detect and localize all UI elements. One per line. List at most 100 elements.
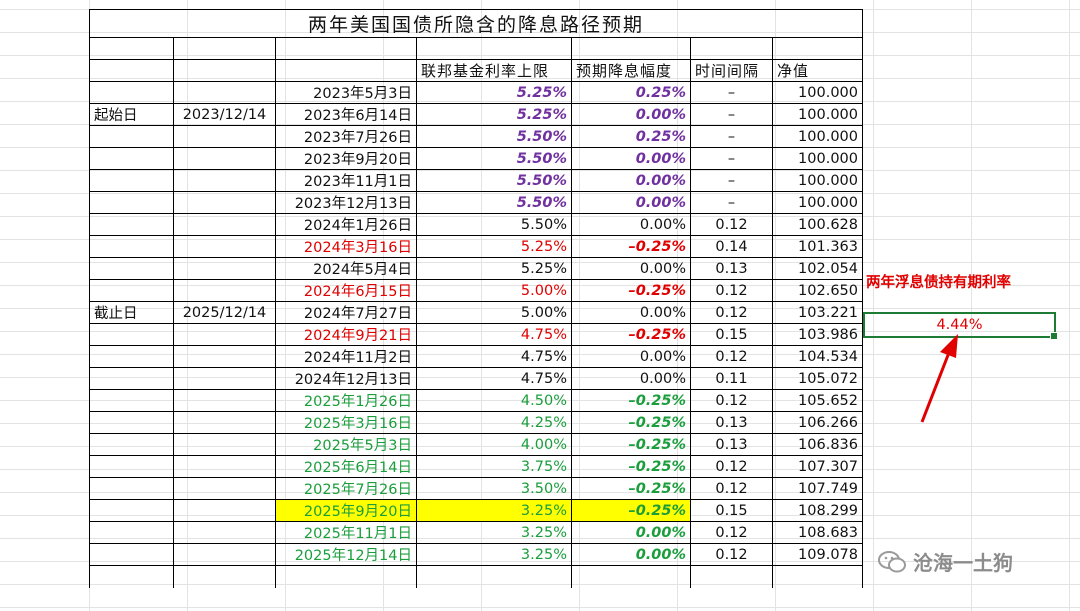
rate-cell[interactable]: 5.50% — [416, 191, 572, 214]
date-cell[interactable]: 2025年12月14日 — [275, 543, 417, 566]
net-value-cell[interactable]: 100.000 — [772, 147, 863, 170]
date-cell[interactable]: 2024年5月4日 — [275, 257, 417, 280]
net-value-cell[interactable]: 105.072 — [772, 367, 863, 390]
interval-cell[interactable]: – — [690, 191, 773, 214]
expected-cut-cell[interactable]: 0.00% — [571, 521, 691, 544]
cell[interactable] — [772, 565, 863, 588]
expected-cut-cell[interactable]: 0.25% — [571, 125, 691, 148]
rate-cell[interactable]: 4.25% — [416, 411, 572, 434]
cell[interactable] — [89, 477, 174, 500]
net-value-cell[interactable]: 106.266 — [772, 411, 863, 434]
date-cell[interactable]: 2024年12月13日 — [275, 367, 417, 390]
date-cell[interactable]: 2023年7月26日 — [275, 125, 417, 148]
cell[interactable] — [275, 59, 417, 82]
date-cell[interactable]: 2023年9月20日 — [275, 147, 417, 170]
net-value-cell[interactable]: 107.749 — [772, 477, 863, 500]
cell[interactable] — [173, 543, 276, 566]
date-cell[interactable]: 2023年11月1日 — [275, 169, 417, 192]
interval-cell[interactable]: 0.14 — [690, 235, 773, 258]
rate-cell[interactable]: 5.25% — [416, 235, 572, 258]
cell[interactable] — [173, 279, 276, 302]
cell[interactable] — [89, 257, 174, 280]
cell[interactable] — [173, 499, 276, 522]
rate-cell[interactable]: 5.50% — [416, 125, 572, 148]
interval-cell[interactable]: 0.12 — [690, 389, 773, 412]
rate-cell[interactable]: 3.50% — [416, 477, 572, 500]
cell[interactable] — [772, 37, 863, 60]
interval-cell[interactable]: – — [690, 147, 773, 170]
expected-cut-cell[interactable]: 0.00% — [571, 213, 691, 236]
interval-cell[interactable]: 0.12 — [690, 345, 773, 368]
interval-cell[interactable]: – — [690, 81, 773, 104]
date-cell[interactable]: 2024年1月26日 — [275, 213, 417, 236]
header-interval[interactable]: 时间间隔 — [690, 59, 773, 82]
cell[interactable] — [173, 367, 276, 390]
date-cell[interactable]: 2024年3月16日 — [275, 235, 417, 258]
cell[interactable] — [89, 191, 174, 214]
expected-cut-cell[interactable]: –0.25% — [571, 477, 691, 500]
cell[interactable] — [89, 543, 174, 566]
interval-cell[interactable]: 0.12 — [690, 301, 773, 324]
cell[interactable] — [173, 345, 276, 368]
expected-cut-cell[interactable]: 0.00% — [571, 103, 691, 126]
expected-cut-cell[interactable]: –0.25% — [571, 235, 691, 258]
cell[interactable] — [173, 125, 276, 148]
interval-cell[interactable]: 0.13 — [690, 257, 773, 280]
cell[interactable] — [173, 411, 276, 434]
holding-rate-cell[interactable]: 4.44% — [863, 312, 1058, 340]
net-value-cell[interactable]: 108.299 — [772, 499, 863, 522]
date-cell[interactable]: 2025年11月1日 — [275, 521, 417, 544]
cell[interactable] — [173, 521, 276, 544]
cell[interactable] — [173, 565, 276, 588]
cell[interactable] — [173, 455, 276, 478]
net-value-cell[interactable]: 102.650 — [772, 279, 863, 302]
expected-cut-cell[interactable]: 0.00% — [571, 543, 691, 566]
net-value-cell[interactable]: 100.628 — [772, 213, 863, 236]
date-cell[interactable]: 2024年6月15日 — [275, 279, 417, 302]
date-cell[interactable]: 2025年9月20日 — [275, 499, 417, 522]
net-value-cell[interactable]: 100.000 — [772, 191, 863, 214]
rate-cell[interactable]: 5.00% — [416, 279, 572, 302]
expected-cut-cell[interactable]: 0.00% — [571, 345, 691, 368]
fill-handle[interactable] — [1050, 332, 1058, 340]
interval-cell[interactable]: – — [690, 103, 773, 126]
cell[interactable] — [89, 147, 174, 170]
cell[interactable] — [89, 81, 174, 104]
rate-cell[interactable]: 5.50% — [416, 169, 572, 192]
cell[interactable] — [416, 37, 572, 60]
net-value-cell[interactable]: 101.363 — [772, 235, 863, 258]
expected-cut-cell[interactable]: –0.25% — [571, 455, 691, 478]
date-cell[interactable]: 2023年5月3日 — [275, 81, 417, 104]
date-cell[interactable]: 2023年6月14日 — [275, 103, 417, 126]
cell[interactable] — [173, 477, 276, 500]
net-value-cell[interactable]: 104.534 — [772, 345, 863, 368]
rate-cell[interactable]: 3.25% — [416, 499, 572, 522]
cell[interactable] — [173, 235, 276, 258]
interval-cell[interactable]: 0.15 — [690, 499, 773, 522]
start-date[interactable]: 2023/12/14 — [173, 103, 276, 126]
date-cell[interactable]: 2025年3月16日 — [275, 411, 417, 434]
interval-cell[interactable]: 0.12 — [690, 279, 773, 302]
cell[interactable] — [275, 565, 417, 588]
rate-cell[interactable]: 5.50% — [416, 213, 572, 236]
rate-cell[interactable]: 4.75% — [416, 323, 572, 346]
cell[interactable] — [89, 345, 174, 368]
date-cell[interactable]: 2025年7月26日 — [275, 477, 417, 500]
table-title[interactable]: 两年美国国债所隐含的降息路径预期 — [89, 9, 863, 38]
net-value-cell[interactable]: 102.054 — [772, 257, 863, 280]
header-expected-cut[interactable]: 预期降息幅度 — [571, 59, 691, 82]
cell[interactable] — [89, 125, 174, 148]
expected-cut-cell[interactable]: –0.25% — [571, 389, 691, 412]
end-label[interactable]: 截止日 — [89, 301, 174, 324]
cell[interactable] — [173, 81, 276, 104]
cell[interactable] — [89, 213, 174, 236]
rate-cell[interactable]: 3.25% — [416, 521, 572, 544]
cell[interactable] — [173, 147, 276, 170]
net-value-cell[interactable]: 100.000 — [772, 125, 863, 148]
date-cell[interactable]: 2025年6月14日 — [275, 455, 417, 478]
start-label[interactable]: 起始日 — [89, 103, 174, 126]
cell[interactable] — [89, 59, 174, 82]
net-value-cell[interactable]: 100.000 — [772, 81, 863, 104]
cell[interactable] — [690, 37, 773, 60]
rate-cell[interactable]: 5.50% — [416, 147, 572, 170]
